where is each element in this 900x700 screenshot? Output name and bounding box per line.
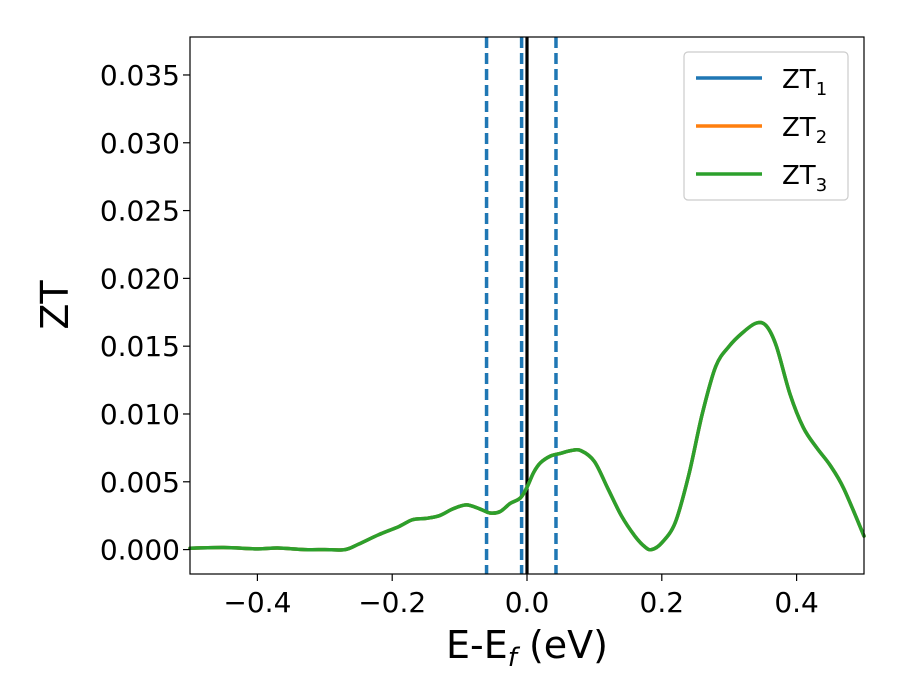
y-axis-ticks: 0.000 0.005 0.010 0.015 0.020 0.025 0.030 0.035 — [100, 59, 190, 567]
x-tick-label: −0.2 — [358, 586, 426, 619]
legend: ZT1 ZT2 ZT3 — [683, 51, 849, 201]
x-tick-label: −0.4 — [223, 586, 291, 619]
y-tick-label: 0.015 — [100, 330, 180, 363]
x-axis-title: E-Ef (eV) — [446, 623, 608, 673]
x-tick-label: 0.4 — [774, 586, 819, 619]
y-tick-label: 0.000 — [100, 534, 180, 567]
x-tick-label: 0.2 — [640, 586, 685, 619]
legend-label-1: ZT1 — [782, 65, 827, 100]
series-layer — [188, 320, 866, 552]
y-tick-label: 0.030 — [100, 127, 180, 160]
legend-box — [683, 51, 849, 201]
y-tick-label: 0.010 — [100, 398, 180, 431]
plot-area — [188, 36, 866, 575]
x-axis-ticks: −0.4 −0.2 0.0 0.2 0.4 — [223, 574, 819, 619]
series-line-zt3 — [188, 320, 866, 552]
legend-label-3: ZT3 — [782, 161, 827, 196]
legend-label-2: ZT2 — [782, 113, 827, 148]
y-tick-label: 0.035 — [100, 59, 180, 92]
y-axis-title: ZT — [33, 280, 77, 330]
y-tick-label: 0.005 — [100, 466, 180, 499]
x-axis-title-unit: (eV) — [517, 623, 608, 667]
x-tick-label: 0.0 — [505, 586, 550, 619]
y-tick-label: 0.020 — [100, 262, 180, 295]
y-tick-label: 0.025 — [100, 195, 180, 228]
x-axis-title-main: E-E — [446, 623, 508, 667]
